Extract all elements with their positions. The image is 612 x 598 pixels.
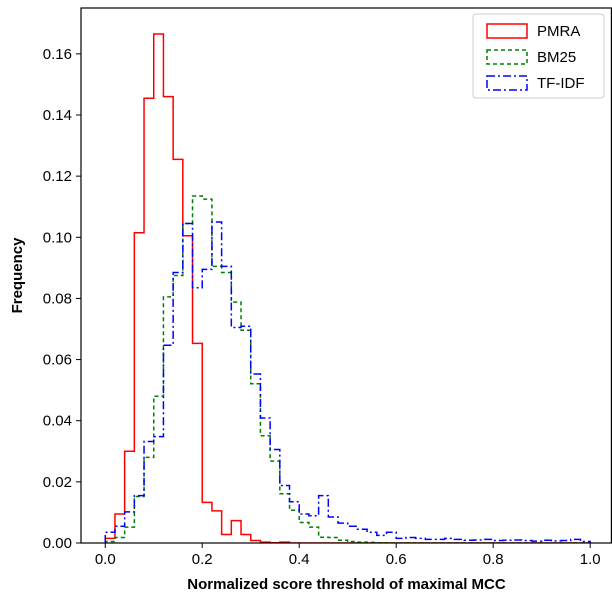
legend-label-pmra: PMRA: [537, 23, 580, 40]
x-axis-ticks: 0.0 0.2 0.4 0.6 0.8 1.0: [95, 543, 601, 568]
series-layer: [104, 33, 591, 543]
y-axis-label: Frequency: [9, 237, 26, 314]
legend-label-tf-idf: TF-IDF: [537, 75, 584, 92]
y-tick-label: 0.02: [43, 474, 72, 491]
legend-swatch-bm25: [486, 49, 528, 65]
x-axis-label: Normalized score threshold of maximal MC…: [187, 576, 506, 593]
x-tick-label: 0.0: [95, 551, 116, 568]
series-line-tf-idf: [104, 221, 591, 543]
legend-box: [472, 13, 605, 99]
x-tick-label: 0.4: [289, 551, 310, 568]
series-line-pmra: [104, 33, 591, 543]
y-tick-label: 0.04: [43, 413, 72, 430]
legend-swatch-tf-idf: [486, 75, 528, 91]
legend-swatch-pmra: [486, 23, 528, 39]
y-tick-label: 0.00: [43, 535, 72, 552]
y-tick-label: 0.16: [43, 46, 72, 63]
y-tick-label: 0.06: [43, 352, 72, 369]
x-tick-label: 1.0: [580, 551, 601, 568]
y-tick-label: 0.14: [43, 107, 72, 124]
y-tick-label: 0.10: [43, 229, 72, 246]
y-tick-label: 0.12: [43, 168, 72, 185]
legend: PMRA BM25 TF-IDF: [472, 13, 605, 99]
x-tick-label: 0.2: [192, 551, 213, 568]
series-line-bm25: [104, 195, 591, 543]
legend-label-bm25: BM25: [537, 49, 576, 66]
y-tick-label: 0.08: [43, 290, 72, 307]
y-axis-ticks: 0.00 0.02 0.04 0.06 0.08 0.10 0.12 0.14 0.16: [43, 46, 81, 552]
x-tick-label: 0.6: [386, 551, 407, 568]
x-tick-label: 0.8: [483, 551, 504, 568]
plot-frame: [80, 7, 612, 544]
